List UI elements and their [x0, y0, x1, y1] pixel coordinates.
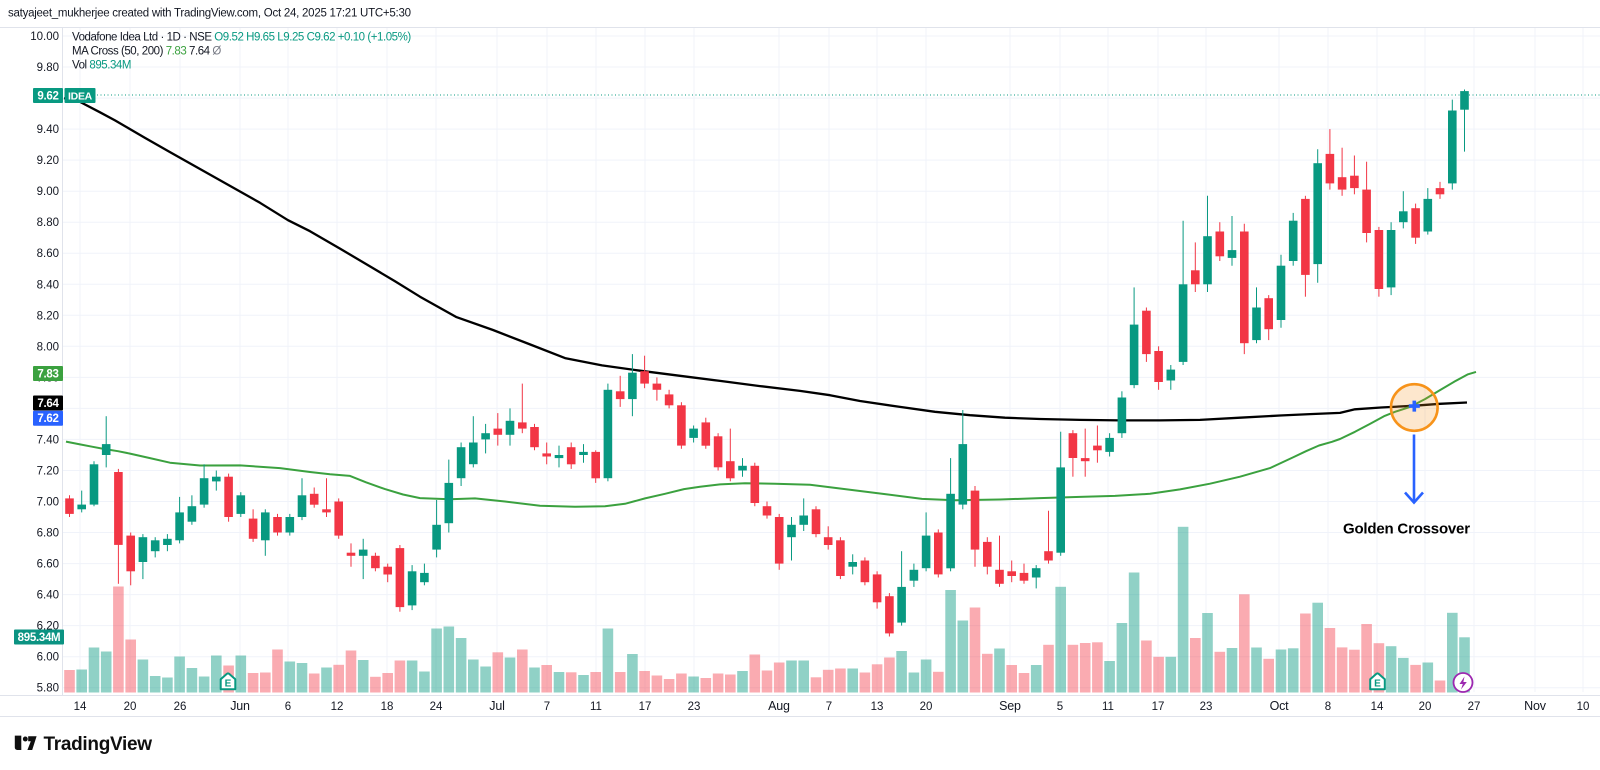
svg-text:7: 7 [544, 701, 550, 713]
svg-text:14: 14 [1371, 701, 1384, 713]
svg-text:7.62: 7.62 [37, 413, 58, 425]
svg-text:Aug: Aug [768, 699, 790, 713]
svg-text:Vol 895.34M: Vol 895.34M [72, 60, 131, 72]
svg-text:MA Cross (50, 200) 7.83 7.64 Ø: MA Cross (50, 200) 7.83 7.64 Ø [72, 46, 221, 58]
svg-text:6.60: 6.60 [37, 559, 59, 571]
svg-text:27: 27 [1468, 701, 1481, 713]
svg-text:6: 6 [285, 701, 291, 713]
svg-text:7.40: 7.40 [37, 434, 59, 446]
svg-text:23: 23 [1200, 701, 1213, 713]
svg-text:11: 11 [1102, 701, 1114, 713]
svg-text:E: E [225, 679, 232, 690]
svg-text:23: 23 [688, 701, 701, 713]
svg-text:17: 17 [1152, 701, 1165, 713]
svg-text:Nov: Nov [1524, 699, 1547, 713]
svg-text:8.60: 8.60 [37, 248, 59, 260]
svg-text:8.40: 8.40 [37, 279, 59, 291]
svg-text:14: 14 [74, 701, 87, 713]
svg-text:7: 7 [826, 701, 832, 713]
svg-text:8.20: 8.20 [37, 310, 59, 322]
svg-text:Sep: Sep [999, 699, 1021, 713]
svg-text:satyajeet_mukherjee created wi: satyajeet_mukherjee created with Trading… [8, 8, 411, 20]
svg-text:TradingView: TradingView [44, 734, 153, 755]
svg-text:7.83: 7.83 [37, 369, 58, 381]
svg-text:IDEA: IDEA [68, 91, 93, 103]
svg-text:17: 17 [639, 701, 652, 713]
svg-text:10.00: 10.00 [30, 31, 59, 43]
svg-text:6.80: 6.80 [37, 528, 59, 540]
svg-text:895.34M: 895.34M [18, 632, 61, 644]
svg-text:20: 20 [124, 701, 137, 713]
svg-text:7.00: 7.00 [37, 497, 59, 509]
svg-text:Oct: Oct [1270, 699, 1290, 713]
svg-text:9.62: 9.62 [37, 91, 58, 103]
svg-text:Jul: Jul [489, 699, 504, 713]
svg-text:5: 5 [1057, 701, 1063, 713]
svg-text:7.64: 7.64 [37, 398, 59, 410]
svg-text:20: 20 [920, 701, 933, 713]
svg-text:7.20: 7.20 [37, 466, 59, 478]
svg-text:5.80: 5.80 [37, 683, 59, 695]
svg-text:9.40: 9.40 [37, 124, 59, 136]
svg-text:9.20: 9.20 [37, 155, 59, 167]
svg-text:9.80: 9.80 [37, 62, 59, 74]
svg-text:18: 18 [381, 701, 394, 713]
svg-text:E: E [1374, 679, 1381, 690]
svg-text:6.40: 6.40 [37, 590, 59, 602]
svg-text:11: 11 [590, 701, 602, 713]
svg-text:20: 20 [1419, 701, 1432, 713]
svg-text:Golden Crossover: Golden Crossover [1343, 521, 1470, 538]
svg-text:8.80: 8.80 [37, 217, 59, 229]
svg-text:Vodafone Idea Ltd · 1D · NSE O: Vodafone Idea Ltd · 1D · NSE O9.52 H9.65… [72, 32, 411, 44]
svg-text:26: 26 [174, 701, 187, 713]
svg-text:13: 13 [871, 701, 884, 713]
svg-text:10: 10 [1577, 701, 1590, 713]
svg-text:12: 12 [331, 701, 344, 713]
svg-text:Jun: Jun [230, 699, 250, 713]
svg-text:8: 8 [1325, 701, 1331, 713]
svg-text:6.00: 6.00 [37, 652, 59, 664]
svg-text:9.00: 9.00 [37, 186, 59, 198]
svg-text:8.00: 8.00 [37, 341, 59, 353]
svg-text:24: 24 [430, 701, 443, 713]
